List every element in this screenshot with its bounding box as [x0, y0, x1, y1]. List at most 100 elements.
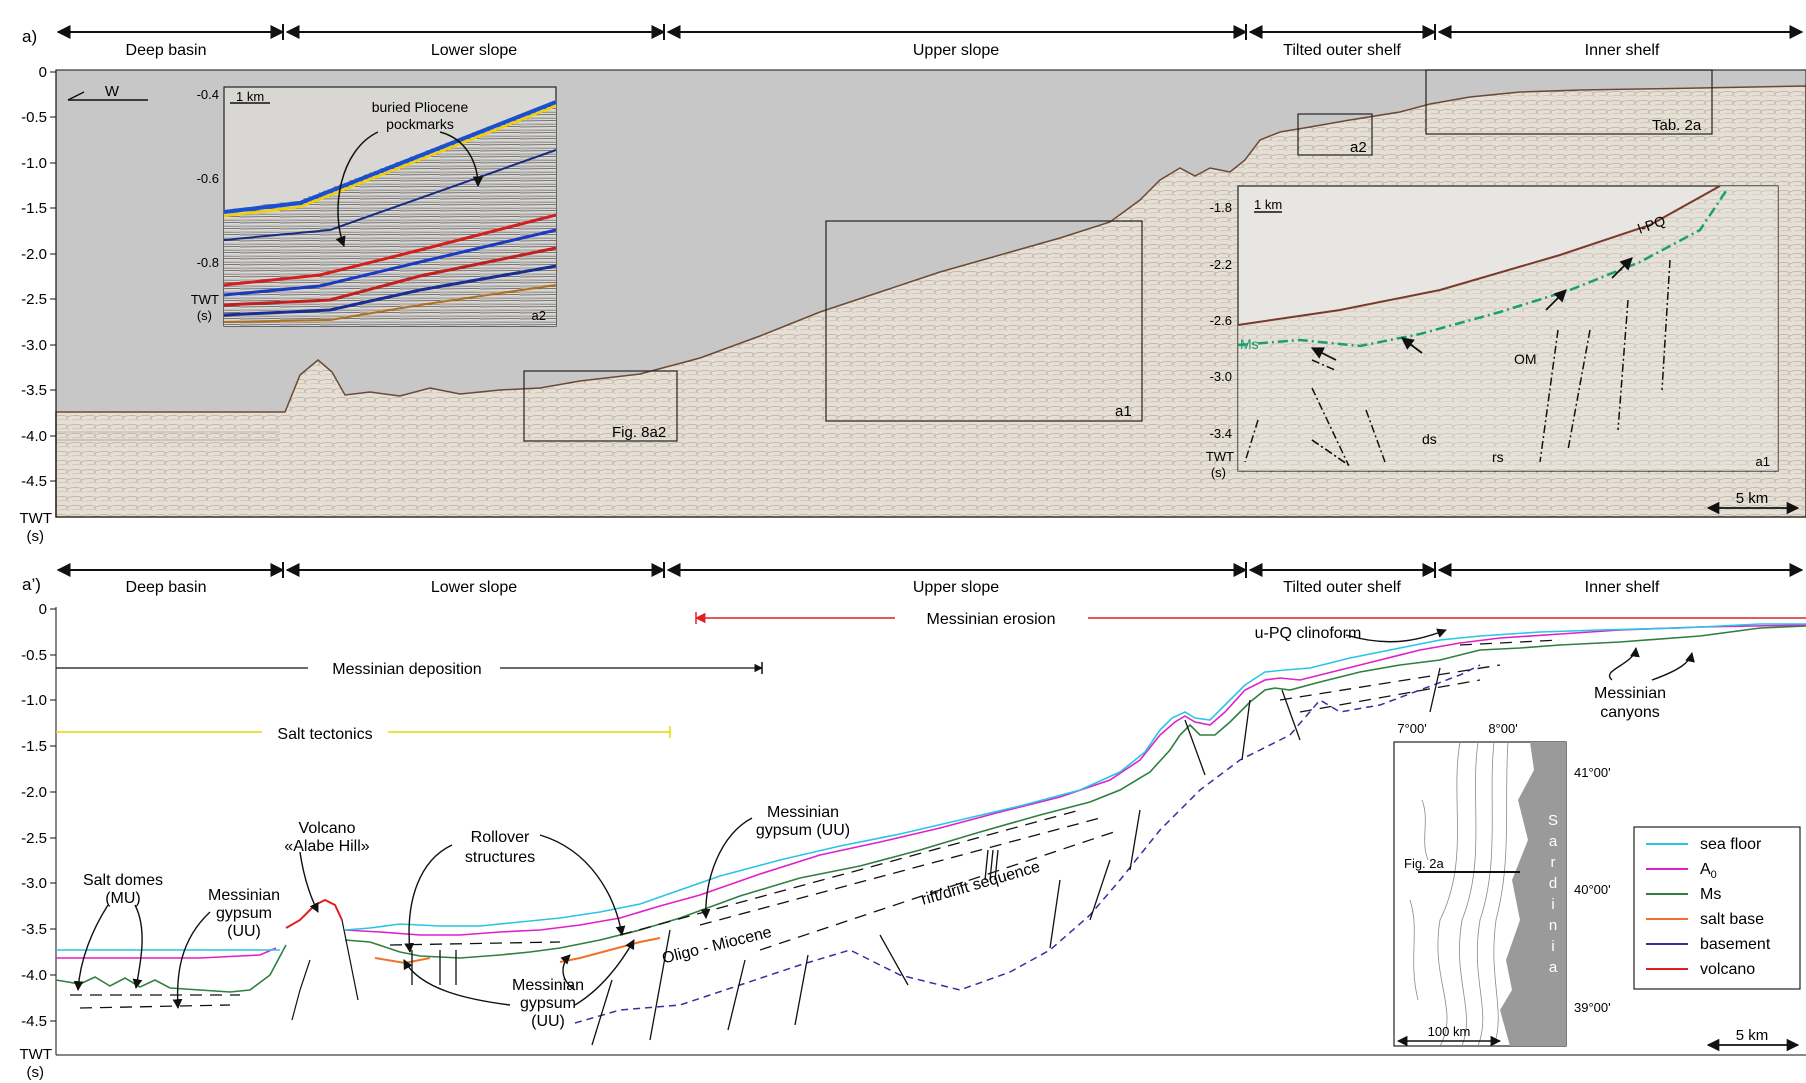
panel-a: a) Deep basin Lower slope Upper slope Ti…: [20, 24, 1806, 545]
zone-label-upper-slope: Upper slope: [913, 579, 999, 596]
panel-a-zone-bar: [56, 24, 1804, 40]
pockmark-arrow: [335, 131, 379, 247]
zone-label-deep-basin: Deep basin: [126, 42, 207, 59]
y-tick-label: -2.5: [21, 291, 47, 308]
gypsum-mid-label: gypsum: [520, 995, 576, 1012]
range-messinian-deposition: Messinian deposition: [56, 661, 763, 678]
scalebar-label: 5 km: [1736, 1027, 1769, 1044]
legend-item-basement: basement: [1646, 936, 1771, 953]
zone-label-inner-shelf: Inner shelf: [1585, 42, 1660, 59]
onlap-arrow: [1400, 337, 1423, 354]
panel-a-letter: a): [22, 27, 37, 46]
volcano-body: [291, 919, 359, 1021]
y-axis-unit: (s): [27, 1064, 45, 1081]
legend: sea floor A0 Ms salt base basement volca…: [1633, 826, 1801, 990]
box-a2-label: a2: [1350, 139, 1367, 156]
horizon-basement: [574, 664, 1481, 1024]
zone-label-deep-basin: Deep basin: [126, 579, 207, 596]
oligo-miocene-label: Oligo - Miocene: [660, 924, 773, 968]
inset-a1-rs-label: rs: [1492, 449, 1504, 465]
y-axis-label: TWT: [20, 1046, 52, 1063]
svg-text:salt base: salt base: [1700, 911, 1764, 928]
legend-item-a0: A0: [1646, 861, 1717, 881]
panel-a-y-axis: 0 -0.5 -1.0 -1.5 -2.0 -2.5 -3.0 -3.5 -4.…: [20, 64, 57, 545]
inset-a2-reflector: [223, 284, 557, 323]
inset-a2-y-tick: -0.4: [197, 87, 219, 102]
svg-text:sea floor: sea floor: [1700, 836, 1762, 853]
legend-item-sea-floor: sea floor: [1646, 836, 1762, 853]
gypsum-left-label: (UU): [227, 923, 261, 940]
canyons-label: Messinian: [1594, 685, 1666, 702]
horizon-a0: [56, 624, 1806, 959]
faults: [411, 667, 1441, 1046]
zone-label-lower-slope: Lower slope: [431, 42, 517, 59]
y-tick-label: -2.5: [21, 830, 47, 847]
inset-a1-y-unit: (s): [1211, 465, 1226, 480]
inset-a1-ms-label: Ms: [1240, 336, 1259, 352]
inset-a2-label: a2: [532, 308, 546, 323]
panel-b-letter: a’): [22, 575, 41, 594]
y-tick-label: -0.5: [21, 647, 47, 664]
pockmarks-label-line1: buried Pliocene: [372, 99, 469, 115]
svg-text:A0: A0: [1700, 861, 1717, 881]
gypsum-left-label: Messinian: [208, 887, 280, 904]
inset-a2-y-unit: (s): [197, 308, 212, 323]
inset-a1-y-label: TWT: [1206, 449, 1234, 464]
y-tick-label: 0: [39, 601, 47, 618]
zone-label-inner-shelf: Inner shelf: [1585, 579, 1660, 596]
y-tick-label: -3.5: [21, 921, 47, 938]
onlap-arrow: [1310, 347, 1337, 361]
inset-a1-seismic: [1238, 186, 1778, 471]
y-tick-label: -3.0: [21, 875, 47, 892]
box-a1: [825, 220, 1143, 422]
onlap-arrow: [1545, 289, 1567, 311]
svg-text:Ms: Ms: [1700, 886, 1721, 903]
map-island-letter: d: [1549, 875, 1557, 892]
map-island-letter: r: [1551, 854, 1556, 871]
zone-label-upper-slope: Upper slope: [913, 42, 999, 59]
inset-a1-scale: 1 km: [1254, 197, 1282, 212]
map-island-letter: a: [1549, 833, 1558, 850]
rollover-label: structures: [465, 849, 535, 866]
bathymetry-contours: [1409, 741, 1509, 1047]
inset-a2-reflector-blue: [223, 228, 557, 297]
y-tick-label: -1.5: [21, 200, 47, 217]
y-tick-label: -2.0: [21, 784, 47, 801]
inset-a1-seafloor: [1237, 185, 1721, 326]
gypsum-left-label: gypsum: [216, 905, 272, 922]
y-tick-label: -4.0: [21, 967, 47, 984]
horizon-sea-floor: [56, 623, 1806, 951]
y-tick-label: -4.5: [21, 473, 47, 490]
inset-a1-label: a1: [1756, 454, 1770, 469]
inset-a1-ds-label: ds: [1422, 431, 1437, 447]
inset-a2-reflector-yellow: [223, 104, 557, 218]
range-messinian-erosion: Messinian erosion: [694, 611, 1806, 628]
salt-tectonics-label: Salt tectonics: [277, 726, 372, 743]
inset-a2-scale: 1 km: [236, 89, 264, 104]
y-tick-label: -2.0: [21, 246, 47, 263]
salt-domes-label: Salt domes: [83, 872, 163, 889]
box-a2: [1297, 113, 1373, 156]
y-tick-label: -3.0: [21, 337, 47, 354]
horizon-salt-base: [374, 937, 661, 965]
map-lat-label: 41°00': [1574, 765, 1611, 780]
gypsum-upper-label: gypsum (UU): [756, 822, 850, 839]
onlap-arrow: [1611, 257, 1633, 279]
inset-a1-y-tick: -2.2: [1210, 257, 1232, 272]
inset-a2-reflector-red: [223, 246, 557, 307]
box-a1-label: a1: [1115, 403, 1132, 420]
inset-a1-y-tick: -1.8: [1210, 200, 1232, 215]
box-tab2a: [1425, 69, 1713, 135]
map-island-letter: i: [1551, 938, 1554, 955]
inset-a1-om-label: OM: [1514, 351, 1537, 367]
zone-label-lower-slope: Lower slope: [431, 579, 517, 596]
y-tick-label: -1.0: [21, 155, 47, 172]
y-tick-label: -4.5: [21, 1013, 47, 1030]
panel-b-zone-bar: [56, 562, 1804, 578]
canyons-label: canyons: [1600, 704, 1660, 721]
horizon-ms: [55, 625, 1806, 993]
gypsum-upper-label: Messinian: [767, 804, 839, 821]
range-salt-tectonics: Salt tectonics: [56, 726, 671, 743]
inset-a1-y-tick: -3.0: [1210, 369, 1232, 384]
